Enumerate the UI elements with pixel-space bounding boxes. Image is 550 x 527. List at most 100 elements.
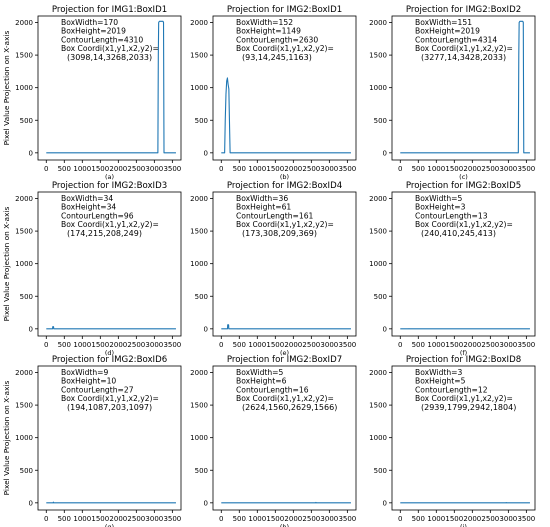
y-tick-label: 2000 [15,19,33,27]
panel-title: Projection for IMG2:BoxID8 [406,355,521,365]
annotation-line: BoxHeight=34 [61,203,116,212]
x-tick-label: 500 [233,165,246,173]
annotation-line: BoxHeight=2019 [61,27,126,36]
panel-caption: (f) [460,349,467,357]
chart-panel: Projection for IMG2:BoxID105001000150020… [190,5,357,181]
y-tick-label: 1500 [190,402,208,410]
x-tick-label: 3500 [163,165,181,173]
chart-panel: Projection for IMG2:BoxID605001000150020… [2,355,182,527]
annotation-line: BoxHeight=1149 [236,27,301,36]
annotation-line: BoxHeight=10 [61,377,116,386]
annotation-line: BoxHeight=2019 [415,27,480,36]
annotation-line: (2939,1799,2942,1804) [421,403,516,412]
x-tick-label: 1500 [266,341,284,349]
panel-caption: (a) [105,173,114,181]
y-tick-label: 0 [383,325,387,333]
x-tick-label: 1000 [427,165,445,173]
x-tick-label: 3500 [517,515,535,523]
x-tick-label: 0 [219,515,223,523]
x-tick-label: 500 [58,341,71,349]
panel-title: Projection for IMG1:BoxID1 [52,5,167,15]
y-tick-label: 0 [383,149,387,157]
panel-title: Projection for IMG2:BoxID7 [227,355,342,365]
y-tick-label: 1000 [369,84,387,92]
annotation-line: (173,308,209,369) [242,229,317,238]
y-tick-label: 1000 [190,84,208,92]
x-tick-label: 2000 [284,515,302,523]
y-axis-label: Pixel Value Projection on X-axis [2,207,11,322]
x-tick-label: 1000 [248,165,266,173]
x-tick-label: 0 [219,165,223,173]
annotation-line: Box Coordi(x1,y1,x2,y2)= [61,44,159,53]
series-line [221,324,351,330]
x-tick-label: 2500 [481,341,499,349]
chart-panel: Projection for IMG2:BoxID405001000150020… [190,181,357,357]
panel-title: Projection for IMG2:BoxID5 [406,181,521,191]
x-tick-label: 0 [398,165,402,173]
y-tick-label: 500 [195,293,208,301]
annotation-line: BoxHeight=6 [236,377,287,386]
y-tick-label: 2000 [15,369,33,377]
x-tick-label: 1500 [266,515,284,523]
x-tick-label: 2000 [463,341,481,349]
x-tick-label: 3000 [145,341,163,349]
y-tick-label: 500 [20,293,33,301]
annotation-line: BoxHeight=5 [415,377,466,386]
x-tick-label: 500 [412,341,425,349]
y-tick-label: 1000 [369,434,387,442]
y-tick-label: 1500 [369,52,387,60]
y-tick-label: 500 [195,467,208,475]
y-tick-label: 1500 [15,402,33,410]
x-tick-label: 0 [44,515,48,523]
annotation-line: Box Coordi(x1,y1,x2,y2)= [61,220,159,229]
annotation-line: ContourLength=16 [236,385,309,394]
panel-caption: (i) [460,523,467,527]
y-tick-label: 0 [204,325,208,333]
annotation-line: Box Coordi(x1,y1,x2,y2)= [236,220,334,229]
x-tick-label: 2500 [481,165,499,173]
x-tick-label: 3000 [499,341,517,349]
x-tick-label: 2000 [463,165,481,173]
chart-panel: Projection for IMG2:BoxID205001000150020… [369,5,536,181]
x-tick-label: 3500 [338,515,356,523]
series-line [46,501,176,504]
x-tick-label: 0 [219,341,223,349]
y-tick-label: 500 [374,467,387,475]
panel-title: Projection for IMG2:BoxID4 [227,181,342,191]
annotation-line: (93,14,245,1163) [242,53,312,62]
panel-title: Projection for IMG2:BoxID6 [52,355,167,365]
y-tick-label: 1500 [190,52,208,60]
x-tick-label: 2500 [127,515,145,523]
chart-panel: Projection for IMG2:BoxID705001000150020… [190,355,357,527]
annotation-line: ContourLength=4310 [61,35,143,44]
panel-caption: (e) [280,349,289,357]
y-tick-label: 500 [20,117,33,125]
x-tick-label: 2500 [302,515,320,523]
x-tick-label: 3500 [338,341,356,349]
annotation-line: (3098,14,3268,2033) [67,53,152,62]
x-tick-label: 2500 [127,165,145,173]
annotation-line: Box Coordi(x1,y1,x2,y2)= [415,220,513,229]
series-line [46,20,176,154]
annotation-line: Box Coordi(x1,y1,x2,y2)= [415,44,513,53]
x-tick-label: 2000 [109,515,127,523]
x-tick-label: 2000 [284,341,302,349]
panel-title: Projection for IMG2:BoxID1 [227,5,342,15]
y-tick-label: 500 [374,293,387,301]
annotation-line: (3277,14,3428,2033) [421,53,506,62]
y-tick-label: 0 [29,149,33,157]
annotation-line: ContourLength=12 [415,385,488,394]
x-tick-label: 2500 [302,165,320,173]
y-tick-label: 2000 [369,195,387,203]
annotation-line: BoxWidth=9 [61,368,109,377]
annotation-line: (174,215,208,249) [67,229,142,238]
x-tick-label: 3500 [163,515,181,523]
y-tick-label: 1500 [369,228,387,236]
x-tick-label: 3000 [320,515,338,523]
y-tick-label: 0 [383,499,387,507]
annotation-line: BoxWidth=152 [236,18,293,27]
chart-panel: Projection for IMG2:BoxID305001000150020… [2,181,182,357]
y-tick-label: 0 [29,325,33,333]
annotation-line: Box Coordi(x1,y1,x2,y2)= [236,44,334,53]
x-tick-label: 3500 [517,341,535,349]
